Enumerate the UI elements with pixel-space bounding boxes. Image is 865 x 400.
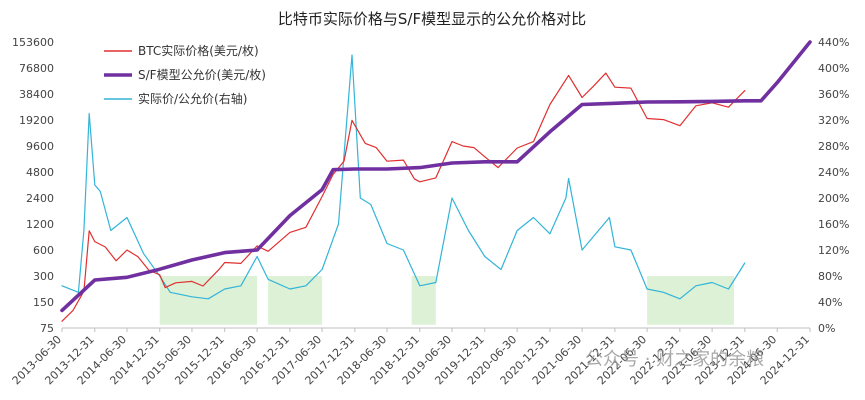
- legend: BTC实际价格(美元/枚) S/F模型公允价(美元/枚) 实际价/公允价(右轴): [104, 43, 266, 106]
- y-right-tick-label: 320%: [818, 114, 849, 127]
- y-right-tick-label: 80%: [818, 270, 842, 283]
- y-right-tick-label: 240%: [818, 166, 849, 179]
- y-right-tick-label: 40%: [818, 296, 842, 309]
- y-right-tick-label: 440%: [818, 36, 849, 49]
- y-left-tick-label: 300: [33, 270, 54, 283]
- y-right-tick-label: 360%: [818, 88, 849, 101]
- y-left-tick-label: 600: [33, 244, 54, 257]
- y-left-tick-label: 75: [40, 322, 54, 335]
- series-layer: [60, 40, 812, 322]
- shaded-region-3: [647, 276, 734, 325]
- y-left-tick-label: 4800: [26, 166, 54, 179]
- y-left-tick-label: 153600: [12, 36, 54, 49]
- shaded-region-1: [268, 276, 323, 325]
- legend-label-0: BTC实际价格(美元/枚): [138, 43, 259, 58]
- y-right-tick-label: 0%: [818, 322, 835, 335]
- y-left-tick-label: 38400: [19, 88, 54, 101]
- y-left-tick-label: 150: [33, 296, 54, 309]
- y-right-tick-label: 400%: [818, 62, 849, 75]
- y-left-tick-label: 9600: [26, 140, 54, 153]
- axis-layer: 153600 76800 38400 19200 9600 4800 2400 1200 600…: [10, 36, 850, 387]
- y-right-tick-label: 120%: [818, 244, 849, 257]
- series-line-0: [61, 72, 746, 322]
- y-left-tick-label: 19200: [19, 114, 54, 127]
- y-right-tick-label: 280%: [818, 140, 849, 153]
- shaded-region-0: [159, 276, 258, 325]
- watermark-text: 公众号 · 财之家的余粮: [585, 349, 764, 370]
- chart-title: 比特币实际价格与S/F模型显示的公允价格对比: [278, 10, 586, 28]
- series-line-1: [60, 40, 812, 313]
- shade-layer: [159, 276, 734, 325]
- legend-label-2: 实际价/公允价(右轴): [138, 91, 247, 106]
- shaded-region-2: [411, 276, 436, 325]
- legend-label-1: S/F模型公允价(美元/枚): [138, 67, 266, 82]
- y-right-tick-label: 160%: [818, 218, 849, 231]
- y-left-tick-label: 2400: [26, 192, 54, 205]
- y-left-tick-label: 76800: [19, 62, 54, 75]
- y-right-tick-label: 200%: [818, 192, 849, 205]
- y-left-tick-label: 1200: [26, 218, 54, 231]
